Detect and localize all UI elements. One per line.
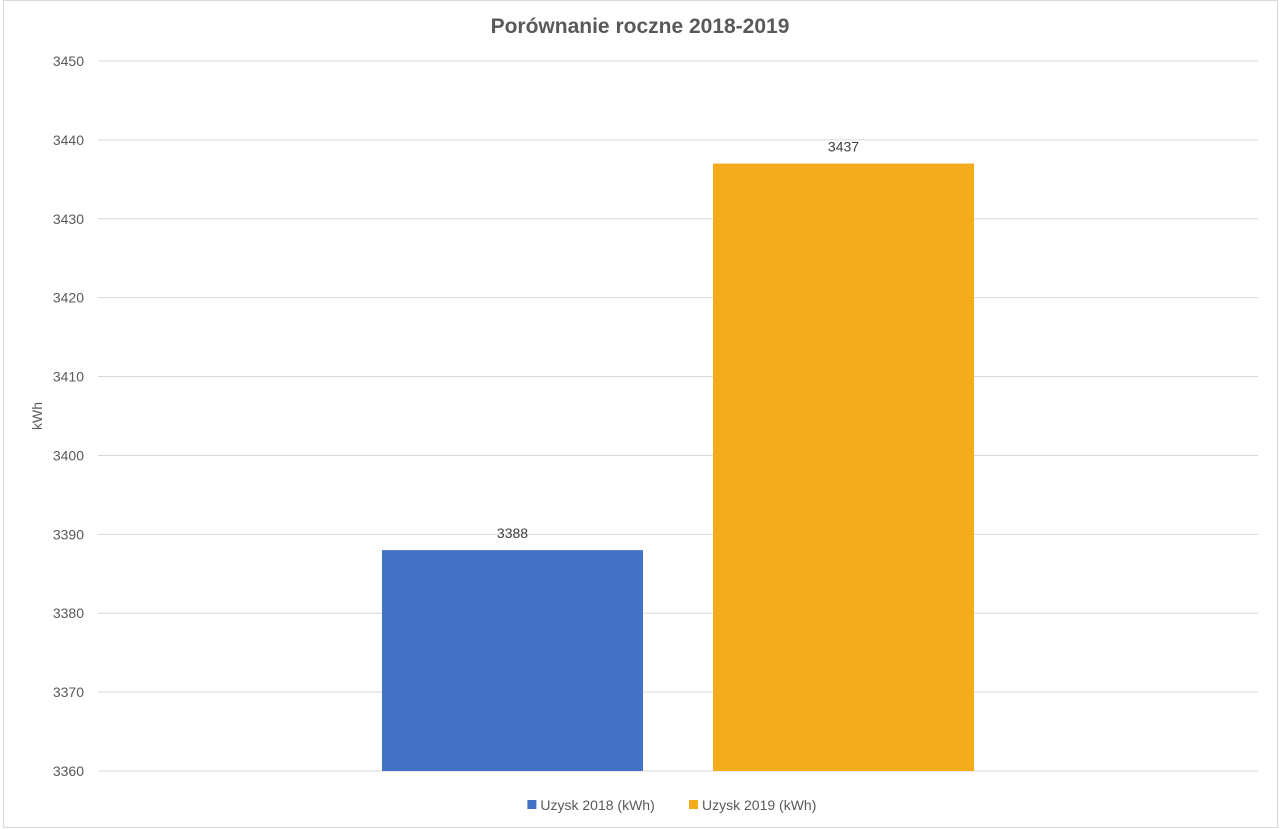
y-tick-label: 3400 xyxy=(53,447,84,463)
y-tick-label: 3440 xyxy=(53,132,84,148)
data-label: 3437 xyxy=(828,139,859,155)
y-tick-label: 3430 xyxy=(53,211,84,227)
y-axis-ticks: 3360 3370 3380 3390 3400 3410 3420 3430 3440 3450 xyxy=(53,53,84,779)
y-tick-label: 3410 xyxy=(53,369,84,385)
y-tick-label: 3420 xyxy=(53,290,84,306)
data-label: 3388 xyxy=(497,525,528,541)
chart-title: Porównanie roczne 2018-2019 xyxy=(491,15,790,38)
legend-swatch xyxy=(689,800,698,809)
y-tick-label: 3360 xyxy=(53,763,84,779)
bars: 3388 3437 xyxy=(382,139,974,772)
y-tick-label: 3380 xyxy=(53,605,84,621)
legend-swatch xyxy=(527,800,537,809)
legend-label: Uzysk 2019 (kWh) xyxy=(702,797,816,813)
legend-label: Uzysk 2018 (kWh) xyxy=(540,797,654,813)
y-tick-label: 3450 xyxy=(53,53,84,69)
y-tick-label: 3390 xyxy=(53,526,84,542)
y-axis-label: kWh xyxy=(29,402,45,430)
legend: Uzysk 2018 (kWh) Uzysk 2019 (kWh) xyxy=(527,797,816,813)
y-tick-label: 3370 xyxy=(53,684,84,700)
bar xyxy=(713,163,974,772)
bar xyxy=(382,550,643,771)
gridlines xyxy=(98,60,1258,772)
